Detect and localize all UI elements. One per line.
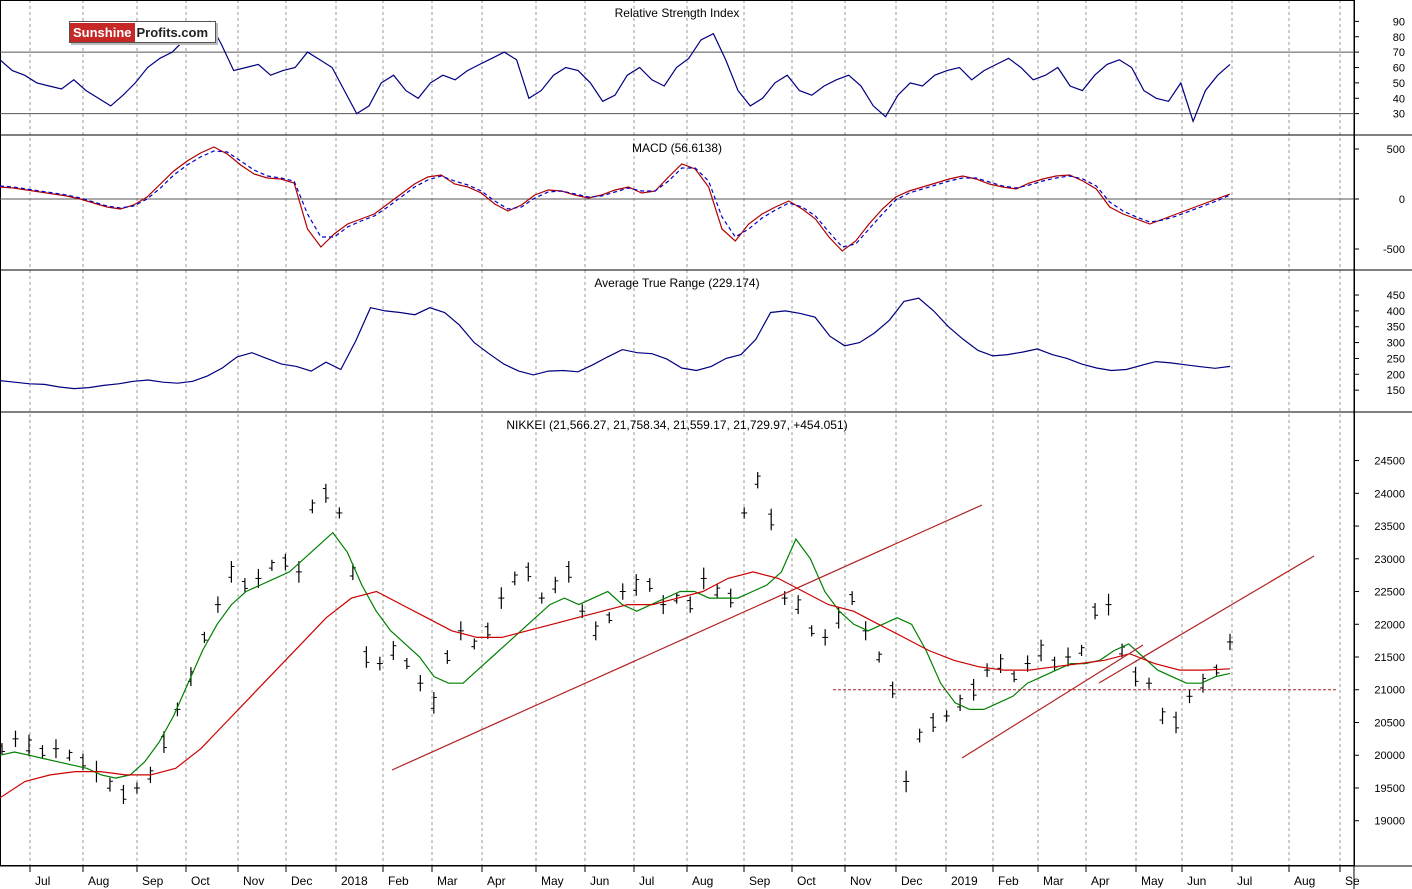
nikkei-title: NIKKEI (21,566.27, 21,758.34, 21,559.17,… xyxy=(506,418,847,432)
month-label: Apr xyxy=(1091,874,1110,888)
month-label: Sep xyxy=(749,874,771,888)
month-label: Mar xyxy=(1043,874,1064,888)
atr-tick-label: 350 xyxy=(1387,322,1405,334)
nikkei-tick-label: 22500 xyxy=(1374,587,1405,599)
trend-line-3 xyxy=(1098,555,1315,684)
nikkei-tick-label: 22000 xyxy=(1374,619,1405,631)
nikkei-tick-label: 21500 xyxy=(1374,652,1405,664)
nikkei-tick-label: 24000 xyxy=(1374,488,1405,500)
month-label: Jul xyxy=(35,874,50,888)
month-label: Aug xyxy=(88,874,109,888)
nikkei-tick-label: 19500 xyxy=(1374,783,1405,795)
macd-tick-label: -500 xyxy=(1383,244,1405,256)
rsi-tick-label: 80 xyxy=(1393,32,1405,44)
month-label: Oct xyxy=(191,874,210,888)
month-label: Aug xyxy=(692,874,713,888)
rsi-tick-label: 60 xyxy=(1393,63,1405,75)
nikkei-tick-label: 20000 xyxy=(1374,750,1405,762)
month-label: Feb xyxy=(998,874,1019,888)
signal-line xyxy=(0,150,1231,248)
trend-line-1 xyxy=(391,504,983,771)
month-label: Dec xyxy=(901,874,922,888)
nikkei-tick-label: 23500 xyxy=(1374,521,1405,533)
month-label: Jun xyxy=(1187,874,1206,888)
month-label: May xyxy=(1141,874,1164,888)
macd-title: MACD (56.6138) xyxy=(632,141,722,155)
month-label: Nov xyxy=(850,874,871,888)
month-label: Jun xyxy=(590,874,609,888)
rsi-tick-label: 50 xyxy=(1393,78,1405,90)
plot-frame xyxy=(0,0,1355,866)
vertical-gridlines xyxy=(29,0,1341,866)
nikkei-tick-label: 20500 xyxy=(1374,717,1405,729)
ma-short-line xyxy=(0,531,1231,779)
nikkei-tick-label: 23000 xyxy=(1374,554,1405,566)
atr-tick-label: 300 xyxy=(1387,338,1405,350)
logo-part-2: Profits.com xyxy=(136,25,209,40)
month-label: Nov xyxy=(243,874,264,888)
atr-tick-label: 250 xyxy=(1387,353,1405,365)
atr-tick-label: 150 xyxy=(1387,385,1405,397)
atr-tick-label: 450 xyxy=(1387,290,1405,302)
month-label: May xyxy=(541,874,564,888)
month-label: Mar xyxy=(437,874,458,888)
month-label: Oct xyxy=(797,874,816,888)
sunshine-profits-logo[interactable]: Sunshine Profits.com xyxy=(69,21,216,43)
logo-part-1: Sunshine xyxy=(70,23,135,42)
macd-tick-label: 500 xyxy=(1387,144,1405,156)
atr-tick-label: 200 xyxy=(1387,369,1405,381)
macd-tick-label: 0 xyxy=(1399,194,1405,206)
month-label: Se xyxy=(1345,874,1360,888)
month-axis-labels: Jul Aug Sep Oct Nov Dec 2018 Feb Mar Apr May Jun Jul… xyxy=(29,866,1360,888)
nikkei-tick-label: 21000 xyxy=(1374,685,1405,697)
nikkei-tick-label: 24500 xyxy=(1374,456,1405,468)
nikkei-tick-label: 19000 xyxy=(1374,816,1405,828)
month-label: Sep xyxy=(142,874,164,888)
ma-long-line xyxy=(0,571,1231,799)
month-label: Jul xyxy=(639,874,654,888)
atr-tick-label: 400 xyxy=(1387,306,1405,318)
macd-line xyxy=(0,146,1231,252)
rsi-tick-label: 90 xyxy=(1393,16,1405,28)
month-label: Dec xyxy=(291,874,312,888)
month-label: Feb xyxy=(388,874,409,888)
month-label: Jul xyxy=(1237,874,1252,888)
month-label: 2019 xyxy=(951,874,978,888)
rsi-tick-label: 70 xyxy=(1393,47,1405,59)
rsi-tick-label: 30 xyxy=(1393,109,1405,121)
month-label: Apr xyxy=(487,874,506,888)
rsi-tick-label: 40 xyxy=(1393,93,1405,105)
trend-line-2 xyxy=(961,644,1144,759)
atr-line xyxy=(0,297,1231,390)
atr-title: Average True Range (229.174) xyxy=(594,276,759,290)
month-label: 2018 xyxy=(341,874,368,888)
month-label: Aug xyxy=(1294,874,1315,888)
right-axis-labels: 90 80 70 60 50 40 30 500 0 -500 450 400 350 300 250 200… xyxy=(1354,16,1405,828)
rsi-title: Relative Strength Index xyxy=(615,6,740,20)
